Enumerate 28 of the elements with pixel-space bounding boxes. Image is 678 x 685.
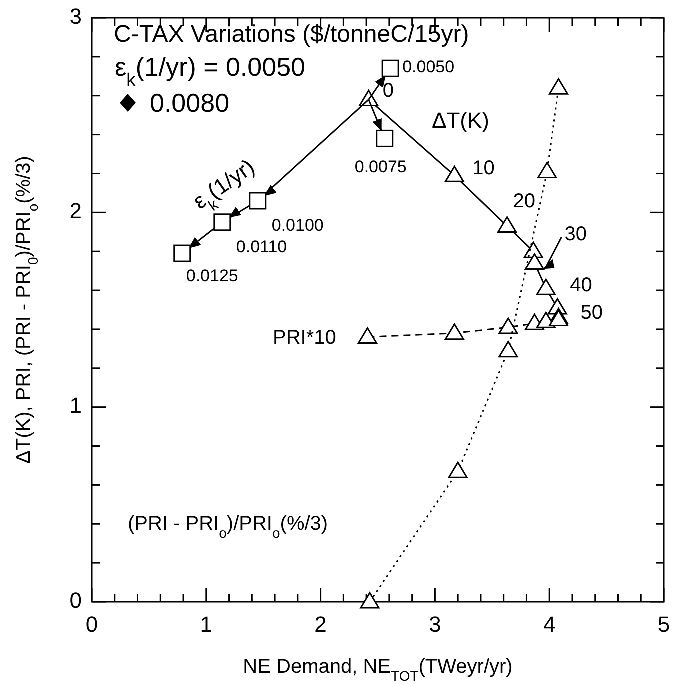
x-tick-label: 3 — [429, 612, 442, 637]
annotation: PRI*10 — [273, 327, 336, 349]
annotation: ε$_{k}$(1/yr) = 0.0050 — [115, 52, 306, 90]
annotation: ΔT(K) — [432, 108, 490, 133]
annotation: 0.0100 — [272, 216, 324, 236]
y-tick-label: 0 — [70, 588, 82, 613]
annotation: 20 — [513, 190, 536, 213]
annotation: 0.0125 — [186, 267, 238, 286]
annotation: 0.0050 — [402, 58, 455, 78]
annotation: 0 — [382, 80, 394, 102]
annotation: 0.0110 — [236, 238, 288, 257]
x-tick-label: 1 — [200, 612, 213, 637]
annotation: 0.0080 — [150, 88, 230, 118]
x-tick-label: 2 — [314, 612, 327, 637]
y-tick-label: 2 — [70, 198, 82, 224]
x-tick-label: 5 — [658, 612, 670, 637]
annotation: 40 — [570, 274, 592, 297]
y-tick-label: 3 — [70, 4, 82, 29]
annotation: 0.0075 — [354, 158, 407, 178]
x-axis-title: NE Demand, NE$_{TOT}$(TWeyr/yr) — [243, 656, 513, 684]
y-tick-label: 1 — [70, 393, 82, 418]
x-tick-label: 4 — [543, 612, 556, 637]
annotation: 30 — [564, 224, 587, 246]
annotation: 50 — [580, 302, 603, 324]
chart-title: C-TAX Variations ($/tonneC/15yr) — [114, 21, 470, 48]
x-tick-label: 0 — [86, 612, 98, 637]
annotation: (PRI - PRI$_{o}$)/PRI$_{o}$(%/3) — [128, 513, 328, 541]
annotation: 10 — [472, 158, 495, 180]
